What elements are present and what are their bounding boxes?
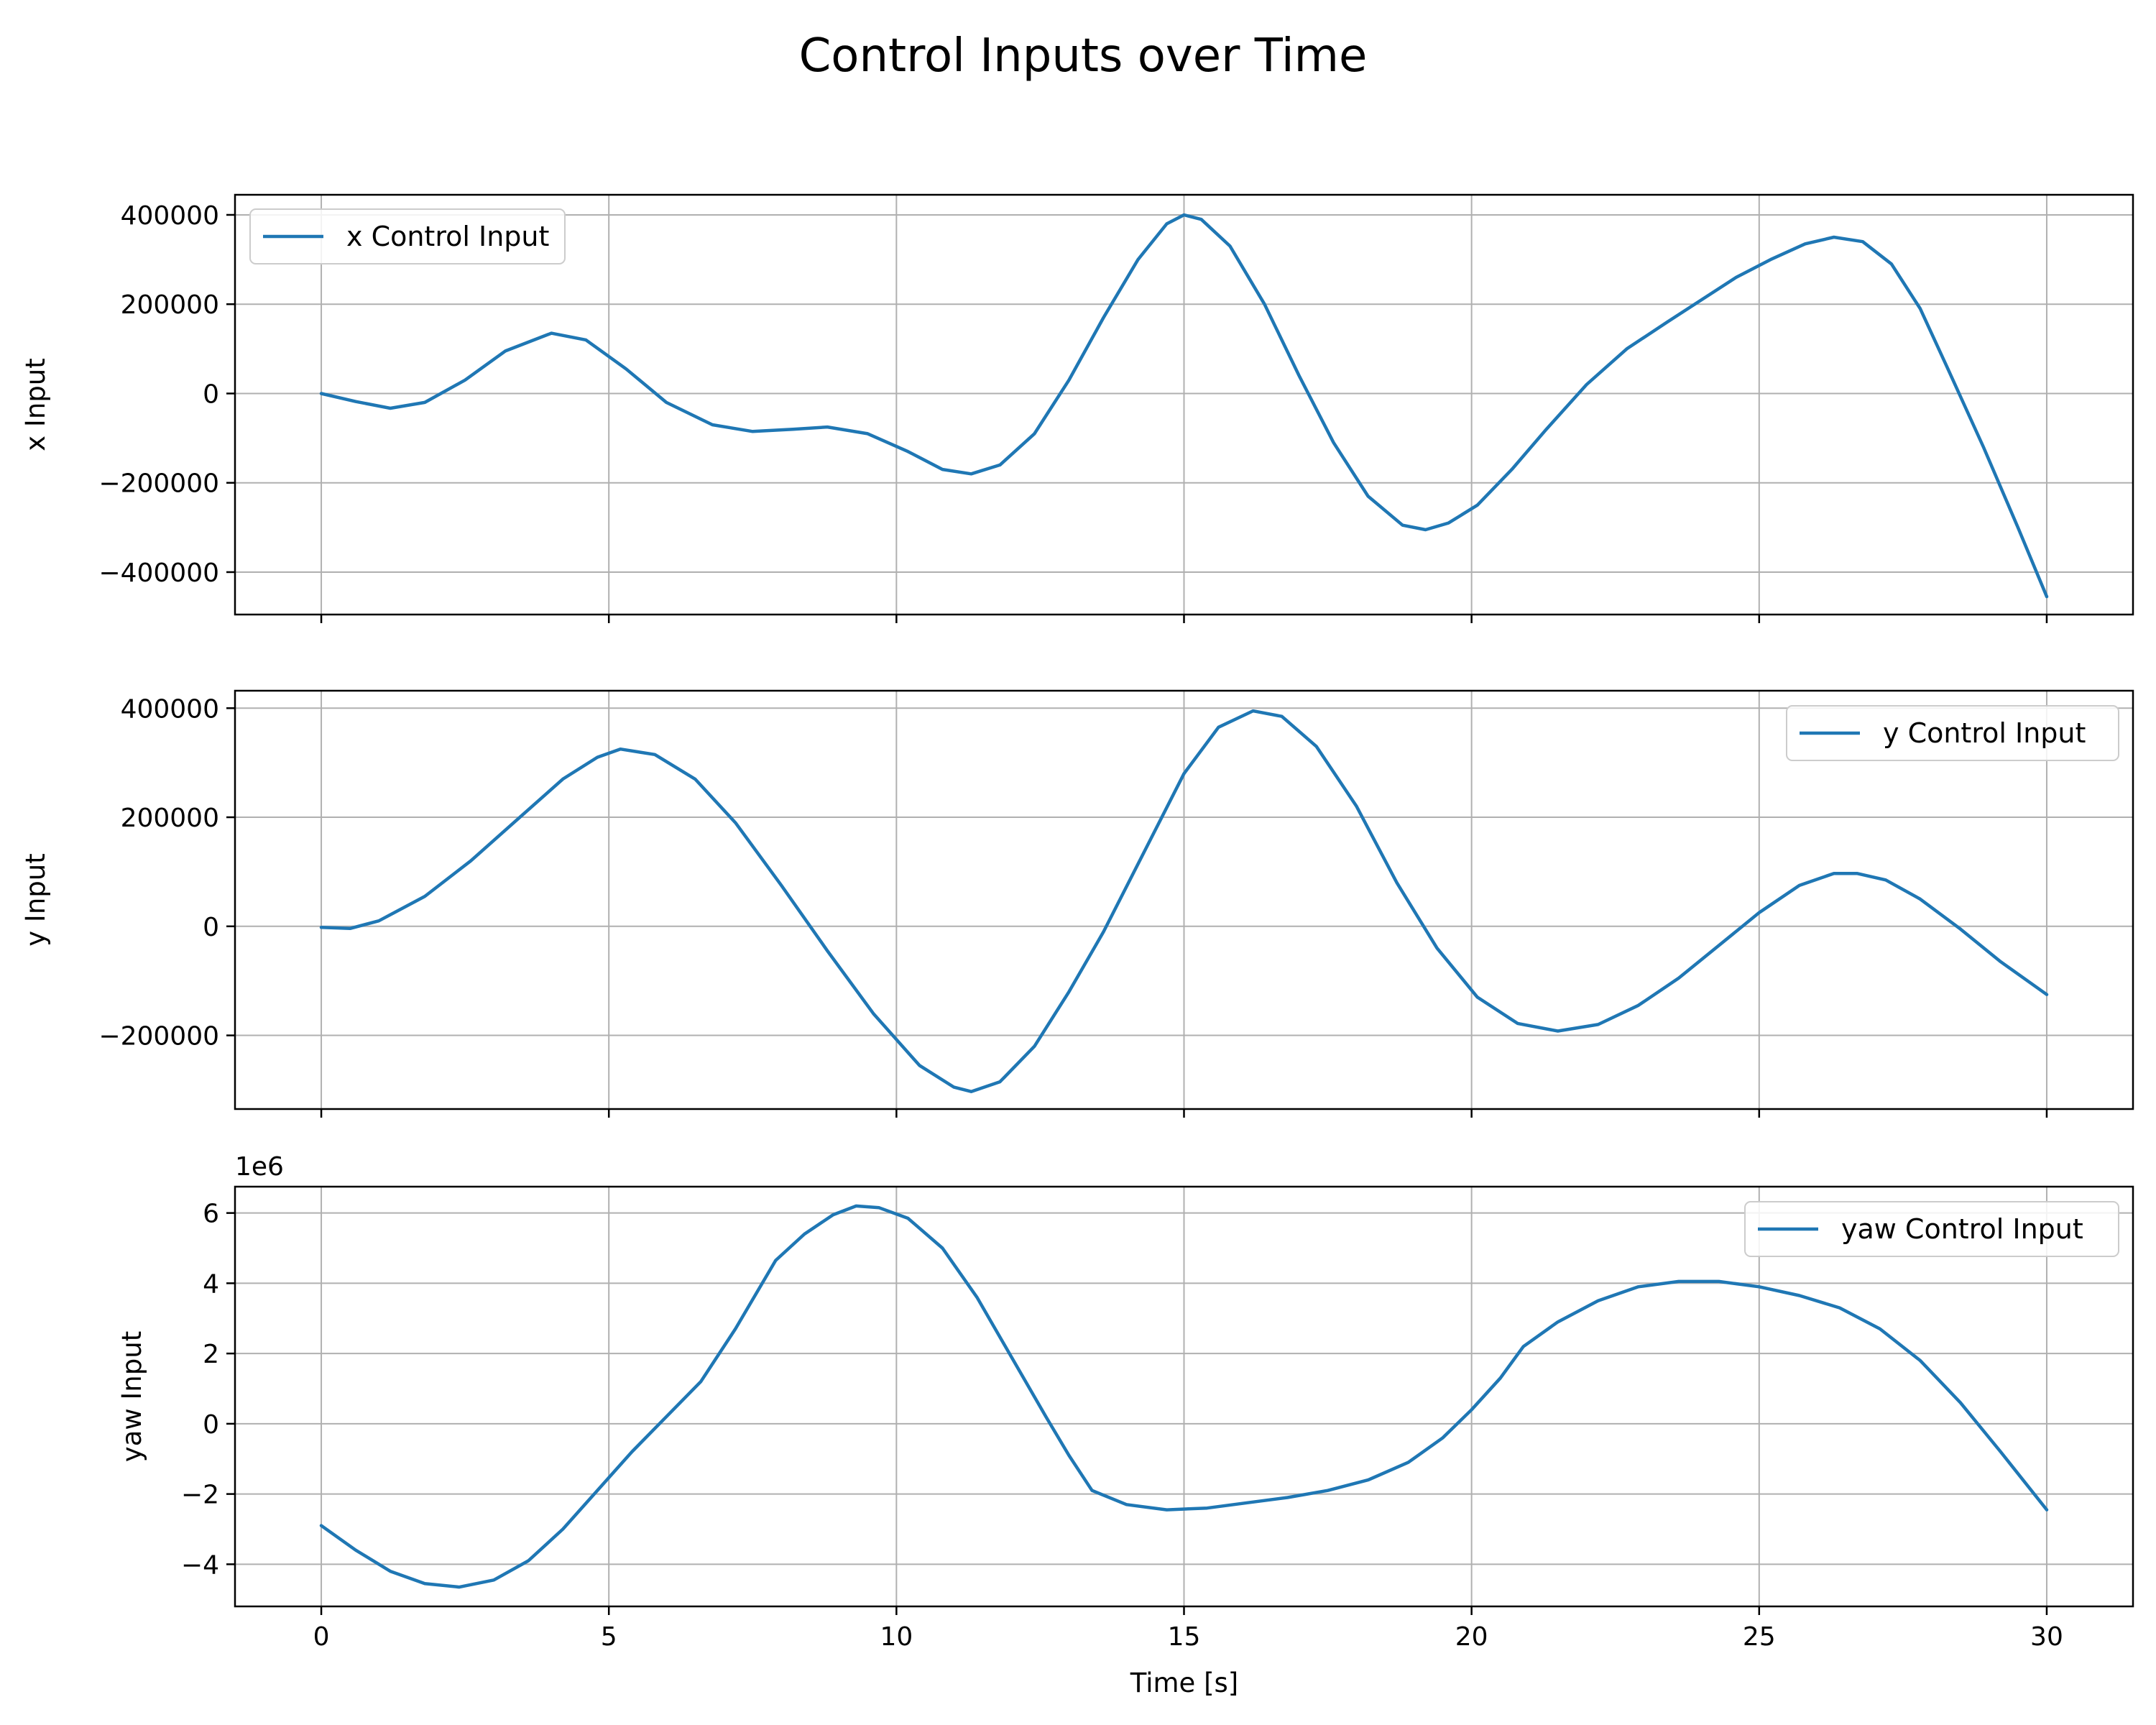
x-series-line [319,213,2049,599]
x-legend: x Control Input [249,208,566,264]
subplots: 400000 200000 0 −200000 −400000 x Input x Cont… [20,193,2134,1652]
x-axis-label: Time [s] [1130,1668,1238,1698]
yaw-xtick-label: 0 [313,1622,330,1652]
yaw-ytick-label: 6 [203,1200,219,1229]
x-legend-label: x Control Input [346,221,549,252]
yaw-ytick-label: 4 [203,1269,219,1299]
yaw-xtick-label: 30 [2030,1622,2063,1652]
x-ytick-label: 0 [203,380,219,409]
x-subplot: 400000 200000 0 −200000 −400000 x Input x Cont… [20,193,2134,623]
x-legend-box [249,208,566,264]
y-legend-box [1786,705,2119,761]
yaw-offset-text: 1e6 [235,1152,284,1182]
yaw-series-line [319,1204,2049,1589]
y-legend: y Control Input [1786,705,2119,761]
yaw-xtick-label: 15 [1168,1622,1201,1652]
y-y-axis-label: y Input [20,853,51,946]
yaw-ytick-label: −4 [181,1550,219,1580]
x-y-axis-label: x Input [20,358,51,451]
y-legend-label: y Control Input [1883,717,2086,749]
yaw-ytick-label: −2 [181,1481,219,1510]
y-ytick-label: −200000 [98,1022,219,1052]
figure-title: Control Inputs over Time [799,29,1368,83]
yaw-xtick-label: 5 [601,1622,617,1652]
x-ytick-label: −200000 [98,469,219,499]
yaw-legend-label: yaw Control Input [1841,1213,2083,1245]
y-ytick-label: 0 [203,913,219,942]
yaw-y-axis-label: yaw Input [116,1331,147,1462]
x-ytick-label: 200000 [121,290,219,320]
x-ytick-label: 400000 [121,201,219,231]
yaw-ytick-label: 2 [203,1340,219,1369]
yaw-legend-box [1744,1201,2119,1257]
yaw-xtick-label: 20 [1455,1622,1488,1652]
yaw-xtick-label: 10 [880,1622,913,1652]
y-series-line [319,709,2049,1093]
y-subplot: 400000 200000 0 −200000 y Input y Control Inp… [20,689,2134,1118]
yaw-ytick-label: 0 [203,1410,219,1440]
x-ytick-label: −400000 [98,558,219,588]
yaw-xtick-label: 25 [1743,1622,1776,1652]
y-ytick-label: 200000 [121,804,219,833]
yaw-legend: yaw Control Input [1744,1201,2119,1257]
y-ytick-label: 400000 [121,694,219,724]
